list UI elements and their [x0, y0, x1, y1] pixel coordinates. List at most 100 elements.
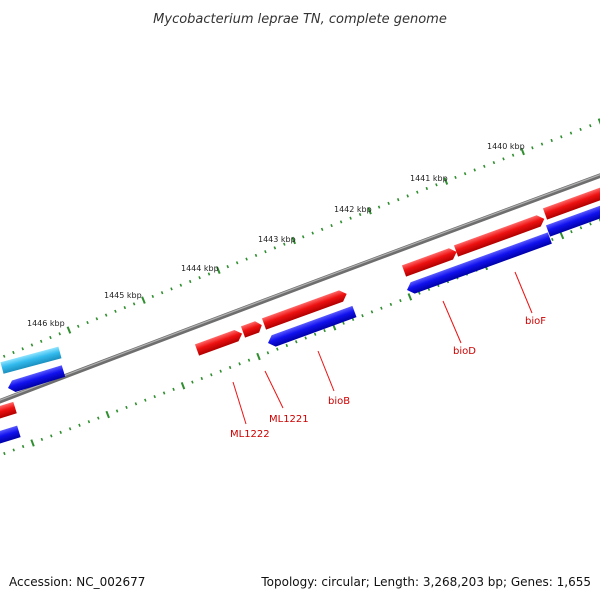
gene-arrow[interactable] [0, 346, 62, 374]
gene-ml1222-arrow[interactable] [194, 328, 244, 356]
minor-tick [123, 306, 127, 310]
minor-tick [125, 405, 128, 409]
kbp-label-1446: 1446 kbp [27, 319, 65, 328]
minor-tick [264, 250, 267, 254]
minor-tick [235, 261, 239, 265]
gene-label-biod: bioD [453, 346, 476, 357]
major-tick [559, 231, 565, 240]
minor-tick [245, 257, 248, 261]
major-tick [30, 439, 35, 447]
minor-tick [502, 157, 505, 161]
minor-tick [418, 291, 421, 295]
minor-tick [370, 310, 374, 314]
gene-biof-arrow[interactable] [453, 213, 546, 257]
major-tick [291, 236, 297, 245]
minor-tick [12, 350, 15, 355]
minor-tick [12, 448, 15, 452]
gene-arrow[interactable] [545, 201, 600, 237]
minor-tick [172, 387, 175, 391]
minor-tick [387, 201, 390, 206]
minor-tick [304, 336, 307, 340]
gene-ml1221-arrow[interactable] [240, 320, 264, 338]
minor-tick [589, 124, 592, 128]
minor-tick [160, 291, 164, 295]
gene-arrow[interactable] [6, 365, 66, 393]
minor-tick [188, 279, 192, 284]
minor-tick [473, 168, 476, 172]
minor-tick [550, 138, 553, 143]
leader-ml1221 [264, 370, 284, 409]
minor-tick [342, 321, 345, 325]
minor-tick [191, 380, 194, 384]
minor-tick [198, 276, 201, 280]
kbp-label-1445: 1445 kbp [104, 291, 142, 300]
minor-tick [330, 224, 333, 228]
gene-biob-arrow[interactable] [261, 288, 349, 330]
major-tick [66, 326, 72, 334]
gene-label-leaders [232, 271, 533, 425]
minor-tick [339, 220, 343, 224]
minor-tick [228, 365, 232, 370]
minor-tick [425, 186, 429, 191]
minor-tick [219, 369, 222, 373]
gene-arrow[interactable] [542, 184, 600, 220]
minor-tick [78, 423, 81, 427]
major-tick [520, 147, 525, 156]
minor-tick [59, 430, 62, 434]
minor-tick [358, 212, 362, 217]
minor-tick [313, 332, 317, 336]
gene-label-biof: bioF [525, 316, 546, 327]
minor-tick [579, 127, 582, 131]
minor-tick [144, 398, 147, 402]
footer-accession: Accession: NC_002677 [9, 575, 145, 589]
gene-arrow[interactable] [266, 305, 357, 349]
minor-tick [463, 172, 467, 176]
minor-tick [266, 351, 270, 355]
genome-backbone-highlight [0, 174, 600, 401]
minor-tick [97, 416, 100, 420]
minor-tick [95, 317, 99, 321]
genome-backbone [0, 173, 600, 404]
kbp-label-1440: 1440 kbp [487, 142, 525, 151]
minor-tick [454, 175, 457, 179]
minor-tick [435, 183, 438, 187]
reverse-genes [0, 201, 600, 445]
minor-tick [153, 395, 156, 399]
minor-tick [30, 343, 34, 347]
minor-tick [76, 324, 80, 328]
minor-tick [294, 340, 298, 344]
minor-tick [40, 437, 44, 441]
minor-tick [21, 444, 25, 449]
gene-arrow[interactable] [0, 425, 21, 445]
minor-tick [540, 142, 544, 146]
minor-tick [285, 343, 289, 348]
minor-tick [104, 313, 108, 317]
major-tick [597, 118, 600, 125]
minor-tick [87, 420, 91, 424]
leader-ml1222 [232, 381, 247, 425]
minor-tick [179, 283, 183, 287]
minor-tick [492, 161, 496, 165]
major-tick [256, 352, 261, 361]
outer-tick-ring [2, 118, 600, 358]
minor-tick [531, 146, 534, 150]
major-tick [180, 382, 186, 390]
minor-tick [134, 402, 138, 406]
kbp-label-1443: 1443 kbp [258, 235, 296, 244]
minor-tick [132, 302, 136, 306]
minor-tick [170, 287, 173, 291]
minor-tick [58, 332, 61, 336]
minor-tick [68, 427, 72, 431]
minor-tick [396, 198, 400, 202]
minor-tick [399, 299, 402, 303]
minor-tick [511, 153, 515, 157]
minor-tick [560, 135, 563, 139]
gene-arrow[interactable] [0, 401, 17, 420]
major-tick [443, 177, 449, 185]
gene-biod-arrow[interactable] [401, 246, 459, 277]
minor-tick [86, 320, 89, 325]
gene-arrow[interactable] [405, 232, 552, 295]
minor-tick [551, 237, 554, 242]
minor-tick [377, 205, 381, 209]
